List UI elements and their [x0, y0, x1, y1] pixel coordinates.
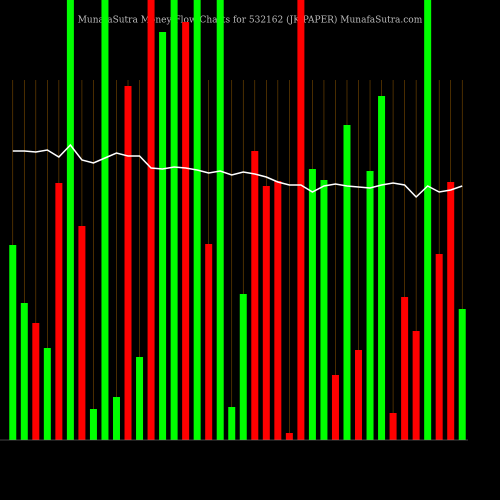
bar: [447, 182, 455, 440]
bar: [32, 323, 40, 440]
bar: [43, 348, 51, 440]
bar: [297, 0, 305, 440]
bar: [205, 244, 213, 440]
bar: [136, 357, 144, 440]
bar: [228, 407, 236, 440]
bar: [124, 86, 132, 440]
bar: [458, 309, 466, 440]
bar: [274, 181, 282, 440]
bar: [251, 151, 259, 440]
bar: [355, 350, 363, 440]
bar: [389, 413, 397, 440]
bar: [331, 375, 339, 440]
bar: [401, 297, 409, 440]
bar: [20, 303, 28, 440]
bar: [170, 0, 178, 440]
bar: [308, 169, 316, 440]
bar: [262, 186, 270, 440]
bar: [366, 171, 374, 440]
bar: [182, 22, 190, 440]
bar: [435, 254, 443, 440]
bar: [424, 0, 432, 440]
bar: [320, 180, 328, 440]
bar: [101, 0, 109, 440]
bar: [216, 0, 224, 440]
bar: [193, 0, 201, 440]
bar: [147, 0, 155, 440]
bar: [239, 294, 247, 440]
bar: [285, 433, 293, 440]
bar: [9, 245, 17, 440]
bar: [378, 96, 386, 440]
flow-line: [12, 143, 463, 199]
bar: [78, 226, 86, 440]
bar: [89, 409, 97, 440]
bar: [343, 125, 351, 440]
bar: [55, 183, 63, 440]
bar: [66, 0, 74, 440]
bar: [159, 32, 167, 440]
bar: [412, 331, 420, 440]
bar: [112, 397, 120, 440]
chart-title: MunafaSutra Money Flow Charts for 532162…: [78, 15, 423, 26]
